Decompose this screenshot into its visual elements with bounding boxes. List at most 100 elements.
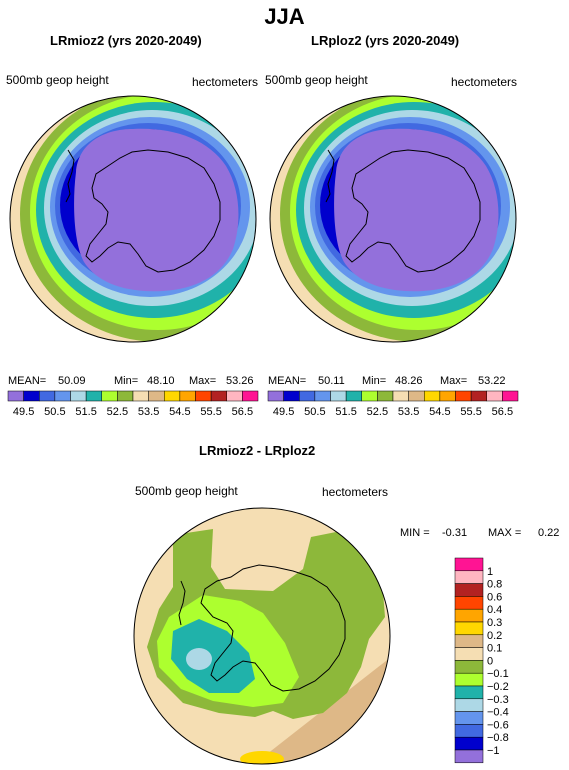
svg-text:48.10: 48.10 — [147, 375, 175, 387]
legend-swatch — [454, 711, 484, 725]
colorbar-tick-label: 54.5 — [429, 406, 450, 418]
svg-text:53.26: 53.26 — [226, 375, 254, 387]
legend-swatch — [454, 749, 484, 764]
colorbar-swatch — [299, 390, 316, 402]
panel1-stats: MEAN= 50.09 Min= 48.10 Max= 53.26 — [8, 375, 254, 387]
colorbar-swatch — [179, 390, 196, 402]
diff-stats: MIN = -0.31 MAX = 0.22 — [400, 527, 559, 539]
map-difference — [133, 507, 391, 765]
svg-text:MIN =: MIN = — [400, 527, 430, 539]
colorbar-tick-label: 56.5 — [492, 406, 513, 418]
diff-right-label: hectometers — [322, 485, 389, 499]
legend-swatch — [454, 698, 484, 712]
map-lrmioz2 — [9, 95, 257, 343]
colorbar-tick-label: 49.5 — [273, 406, 294, 418]
colorbar-swatch — [486, 390, 503, 402]
colorbar-swatch — [330, 390, 347, 402]
colorbar-tick-label: 50.5 — [44, 406, 65, 418]
svg-text:MEAN=: MEAN= — [8, 375, 46, 387]
colorbar-swatch — [164, 390, 181, 402]
legend-tick-label: 0.2 — [487, 630, 502, 642]
colorbar-swatch — [70, 390, 87, 402]
colorbar-tick-label: 53.5 — [398, 406, 419, 418]
colorbar-swatch — [117, 390, 134, 402]
colorbar-tick-label: 55.5 — [200, 406, 221, 418]
legend-tick-label: 0.4 — [487, 604, 502, 616]
colorbar-swatch — [361, 390, 378, 402]
colorbar-swatch — [283, 390, 300, 402]
panel1-title: LRmioz2 (yrs 2020-2049) — [50, 33, 202, 48]
colorbar-tick-label: 50.5 — [304, 406, 325, 418]
legend-tick-label: −1 — [487, 745, 500, 757]
legend-swatch — [454, 557, 484, 572]
legend-tick-label: −0.4 — [487, 707, 509, 719]
colorbar-tick-label: 49.5 — [13, 406, 34, 418]
svg-text:Min=: Min= — [362, 375, 386, 387]
legend-tick-label: −0.1 — [487, 668, 509, 680]
diff-title: LRmioz2 - LRploz2 — [199, 443, 316, 458]
panel1-right-label: hectometers — [192, 75, 259, 89]
colorbar-tick-label: 52.5 — [367, 406, 388, 418]
svg-text:50.09: 50.09 — [58, 375, 86, 387]
colorbar-swatch — [195, 390, 212, 402]
panel2-title: LRploz2 (yrs 2020-2049) — [311, 33, 460, 48]
legend-tick-label: −0.8 — [487, 732, 509, 744]
legend-tick-label: 0 — [487, 655, 493, 667]
colorbar-tick-label: 55.5 — [460, 406, 481, 418]
legend-tick-label: 1 — [487, 566, 493, 578]
svg-text:0.22: 0.22 — [538, 527, 559, 539]
colorbar-tick-label: 53.5 — [138, 406, 159, 418]
colorbar-lrmioz2: 49.5 50.5 51.5 52.5 53.5 54.5 55.5 56.5 — [7, 390, 259, 418]
legend-swatch — [454, 621, 484, 636]
svg-text:48.26: 48.26 — [395, 375, 423, 387]
legend-swatch — [454, 647, 484, 661]
colorbar-swatch — [132, 390, 149, 402]
colorbar-swatch — [148, 390, 165, 402]
legend-swatch — [454, 672, 484, 687]
colorbar-swatch — [101, 390, 118, 402]
colorbar-tick-label: 51.5 — [335, 406, 356, 418]
colorbar-swatch — [455, 390, 472, 402]
diff-legend: 10.80.60.40.30.20.10−0.1−0.2−0.3−0.4−0.6… — [454, 557, 509, 764]
colorbar-swatch — [345, 390, 362, 402]
legend-tick-label: −0.3 — [487, 694, 509, 706]
legend-tick-label: −0.6 — [487, 719, 509, 731]
colorbar-tick-label: 56.5 — [232, 406, 253, 418]
colorbar-swatch — [267, 390, 284, 402]
colorbar-swatch — [502, 390, 519, 402]
legend-swatch — [454, 583, 484, 597]
colorbar-swatch — [85, 390, 102, 402]
svg-text:-0.31: -0.31 — [442, 527, 467, 539]
season-title: JJA — [264, 4, 305, 29]
map-lrploz2 — [269, 95, 517, 343]
legend-swatch — [454, 634, 484, 648]
colorbar-swatch — [470, 390, 487, 402]
legend-tick-label: 0.3 — [487, 617, 502, 629]
colorbar-swatch — [424, 390, 441, 402]
panel2-right-label: hectometers — [451, 75, 518, 89]
colorbar-swatch — [210, 390, 227, 402]
colorbar-tick-label: 54.5 — [169, 406, 190, 418]
colorbar-swatch — [23, 390, 40, 402]
legend-tick-label: 0.8 — [487, 579, 502, 591]
legend-swatch — [454, 660, 484, 674]
colorbar-swatch — [392, 390, 409, 402]
colorbar-swatch — [7, 390, 24, 402]
legend-swatch — [454, 596, 484, 610]
legend-swatch — [454, 685, 484, 700]
legend-swatch — [454, 736, 484, 751]
panel1-left-label: 500mb geop height — [6, 73, 109, 87]
panel2-stats: MEAN= 50.11 Min= 48.26 Max= 53.22 — [268, 375, 506, 387]
svg-text:Min=: Min= — [114, 375, 138, 387]
svg-text:MAX =: MAX = — [488, 527, 521, 539]
colorbar-swatch — [377, 390, 394, 402]
colorbar-tick-label: 51.5 — [75, 406, 96, 418]
svg-text:50.11: 50.11 — [318, 375, 345, 387]
diff-left-label: 500mb geop height — [135, 484, 238, 498]
svg-text:Max=: Max= — [440, 375, 467, 387]
colorbar-lrploz2: 49.5 50.5 51.5 52.5 53.5 54.5 55.5 56.5 — [267, 390, 519, 418]
legend-tick-label: 0.1 — [487, 643, 502, 655]
panel2-left-label: 500mb geop height — [265, 73, 368, 87]
legend-swatch — [454, 608, 484, 623]
legend-swatch — [454, 570, 484, 584]
